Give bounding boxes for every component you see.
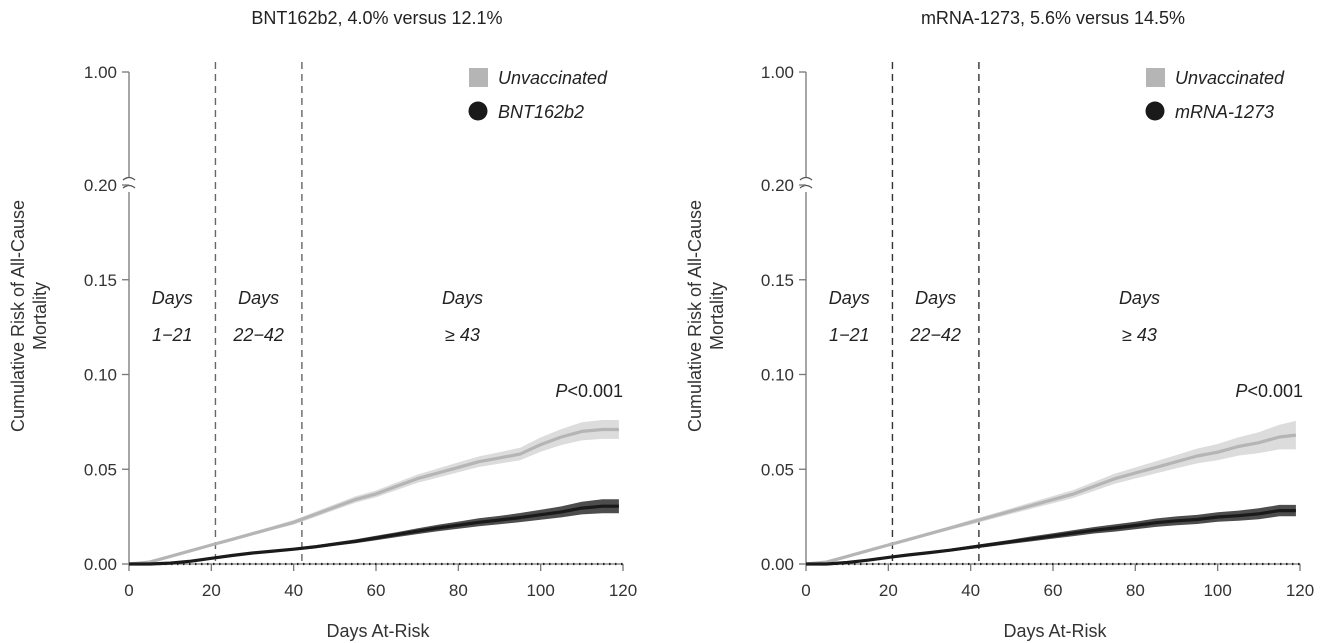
period-label: Days [1119,288,1160,308]
p-value-italic: P [1235,381,1247,401]
p-value-label: P<0.001 [1235,381,1303,401]
x-tick-label: 80 [449,581,468,600]
y-tick-label: 1.00 [761,63,794,82]
legend-marker-square [469,68,488,87]
x-tick-label: 0 [124,581,133,600]
y-tick-label: 0.00 [84,555,117,574]
y-axis-break-mark [122,176,136,181]
y-tick-label: 1.00 [84,63,117,82]
x-tick-label: 20 [202,581,221,600]
p-value-rest: <0.001 [567,381,623,401]
y-tick-label: 0.15 [84,271,117,290]
x-tick-label: 120 [609,581,637,600]
period-label: Days [152,288,193,308]
legend-label-vaccine: BNT162b2 [498,102,584,122]
x-axis-label: Days At-Risk [1003,621,1107,641]
x-tick-label: 20 [879,581,898,600]
y-tick-label: 0.20 [84,176,117,195]
period-label: 22−42 [909,325,961,345]
series-line [805,433,1297,566]
chart-title: mRNA-1273, 5.6% versus 14.5% [921,8,1185,28]
y-tick-label: 0.00 [761,555,794,574]
y-tick-label: 0.10 [761,366,794,385]
period-label: 1−21 [152,325,193,345]
x-tick-label: 60 [1044,581,1063,600]
p-value-italic: P [555,381,567,401]
p-value-rest: <0.001 [1247,381,1303,401]
chart-title: BNT162b2, 4.0% versus 12.1% [251,8,502,28]
chart-panel-mrna1273: mRNA-1273, 5.6% versus 14.5% Cumulative … [685,8,1314,641]
x-tick-label: 40 [961,581,980,600]
period-label: Days [829,288,870,308]
y-tick-label: 0.20 [761,176,794,195]
y-axis-label-line2: Mortality [30,282,50,350]
legend-marker-square [1146,68,1165,87]
period-label: 1−21 [829,325,870,345]
y-axis-label-line1: Cumulative Risk of All-Cause [685,200,705,432]
plot-marks [799,62,1301,571]
plot-marks [122,62,624,571]
period-label: Days [442,288,483,308]
y-axis-break-mark [799,184,813,189]
period-label: Days [238,288,279,308]
y-axis-label-line1: Cumulative Risk of All-Cause [8,200,28,432]
confidence-band [806,504,1296,564]
x-tick-label: 80 [1126,581,1145,600]
x-tick-label: 100 [526,581,554,600]
y-axis-label-line2: Mortality [707,282,727,350]
period-label: Days [915,288,956,308]
legend-marker-circle [1145,101,1165,121]
x-tick-label: 0 [801,581,810,600]
legend-marker-circle [468,101,488,121]
y-axis-label: Cumulative Risk of All-Cause Mortality [8,200,50,432]
y-axis-break-mark [799,176,813,181]
confidence-band [129,499,619,564]
x-tick-label: 120 [1286,581,1314,600]
y-tick-label: 0.05 [84,460,117,479]
y-tick-label: 0.10 [84,366,117,385]
y-tick-label: 0.15 [761,271,794,290]
y-axis-label: Cumulative Risk of All-Cause Mortality [685,200,727,432]
p-value-label: P<0.001 [555,381,623,401]
y-axis-break-mark [122,184,136,189]
confidence-band [129,420,619,564]
chart-panel-bnt162b2: BNT162b2, 4.0% versus 12.1% Cumulative R… [8,8,637,641]
legend-label-unvaccinated: Unvaccinated [498,68,608,88]
series-line [128,427,619,566]
period-label: 22−42 [232,325,284,345]
legend-label-unvaccinated: Unvaccinated [1175,68,1285,88]
x-tick-label: 100 [1203,581,1231,600]
x-tick-label: 60 [367,581,386,600]
period-label: ≥ 43 [445,325,480,345]
legend-label-vaccine: mRNA-1273 [1175,102,1274,122]
series-line [129,504,619,566]
period-label: ≥ 43 [1122,325,1157,345]
y-tick-label: 0.05 [761,460,794,479]
x-axis-label: Days At-Risk [326,621,430,641]
confidence-band [806,420,1296,564]
x-tick-label: 40 [284,581,303,600]
series-line [806,509,1296,566]
